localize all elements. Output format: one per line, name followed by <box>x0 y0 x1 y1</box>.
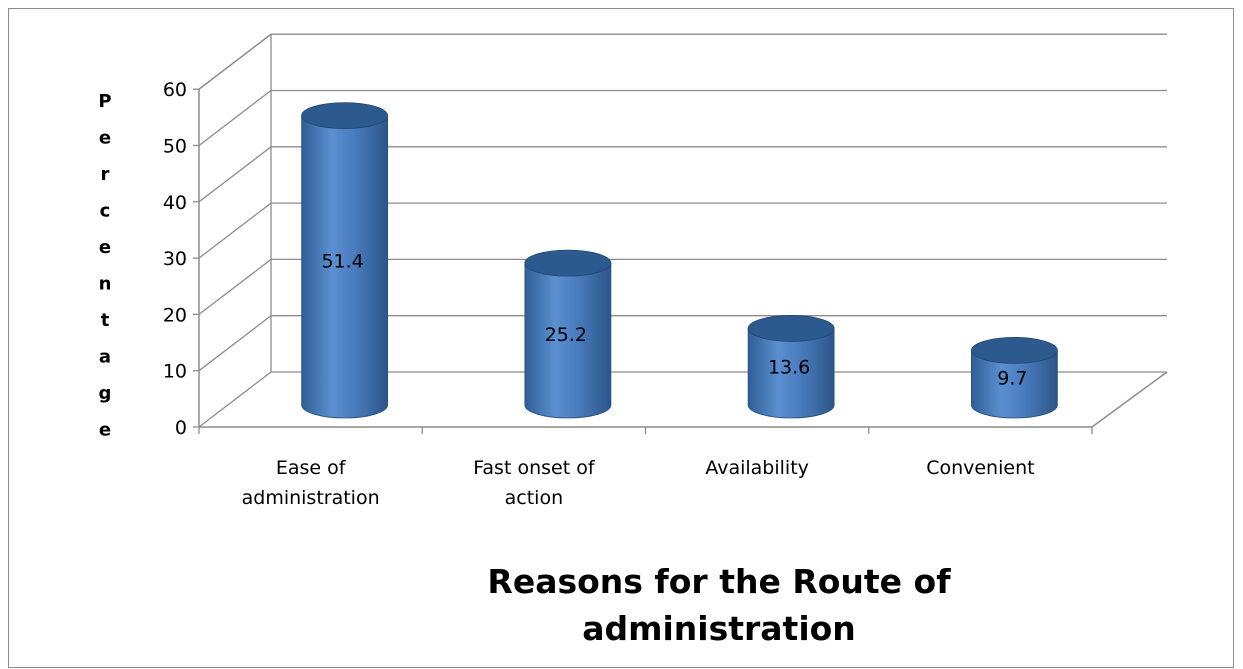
bar-top <box>747 315 835 342</box>
bar-body <box>524 262 612 419</box>
data-label: 51.4 <box>321 250 363 272</box>
bar-body <box>747 328 835 419</box>
gridline-diagonal <box>198 146 272 203</box>
bar-top <box>301 102 389 130</box>
x-category-label: Ease of <box>276 457 347 479</box>
bar-top <box>970 336 1058 364</box>
gridlines <box>198 33 1167 428</box>
y-tick-label: 50 <box>163 136 187 158</box>
y-tick-label: 60 <box>163 79 187 101</box>
y-axis-label-letter: e <box>99 128 111 149</box>
chart-title: Reasons for the Route of <box>487 562 951 601</box>
y-axis-label-letter: t <box>101 310 110 331</box>
data-label: 9.7 <box>997 368 1027 390</box>
bars <box>301 102 1058 419</box>
x-category-label: administration <box>242 487 380 509</box>
y-tick-label: 20 <box>163 304 187 326</box>
bar-body <box>301 115 389 419</box>
x-category-label: Convenient <box>926 457 1034 479</box>
chart-title: administration <box>582 609 856 648</box>
gridline-diagonal <box>198 89 272 147</box>
y-axis-label-letter: a <box>99 347 111 368</box>
y-axis-label-letter: r <box>101 164 110 185</box>
y-axis-label-letter: e <box>99 420 111 441</box>
y-axis-label-letter: P <box>98 91 111 112</box>
bar <box>524 249 612 419</box>
data-label: 25.2 <box>545 324 587 346</box>
gridline-diagonal <box>198 258 272 315</box>
data-label: 13.6 <box>768 357 810 379</box>
x-category-label: action <box>505 487 563 509</box>
axes <box>193 88 1168 434</box>
y-tick-label: 40 <box>163 192 187 214</box>
x-category-label: Fast onset of <box>473 457 596 479</box>
y-axis-label-letter: e <box>99 237 111 258</box>
gridline-diagonal <box>198 371 272 428</box>
gridline-diagonal <box>198 202 272 259</box>
bar-top <box>524 249 612 277</box>
y-axis-label-letter: g <box>99 383 112 404</box>
y-tick-label: 10 <box>163 361 187 383</box>
gridline-diagonal <box>198 315 272 372</box>
bar <box>970 336 1058 419</box>
floor-right-edge <box>1091 371 1168 428</box>
y-tick-label: 30 <box>163 248 187 270</box>
gridline-diagonal <box>198 33 272 90</box>
x-category-label: Availability <box>705 457 809 479</box>
y-tick-label: 0 <box>175 417 187 439</box>
bar <box>747 315 835 419</box>
y-axis-label-letter: c <box>100 201 111 222</box>
y-axis-label-letter: n <box>99 274 112 295</box>
bar-body <box>970 349 1058 419</box>
bar <box>301 102 389 419</box>
